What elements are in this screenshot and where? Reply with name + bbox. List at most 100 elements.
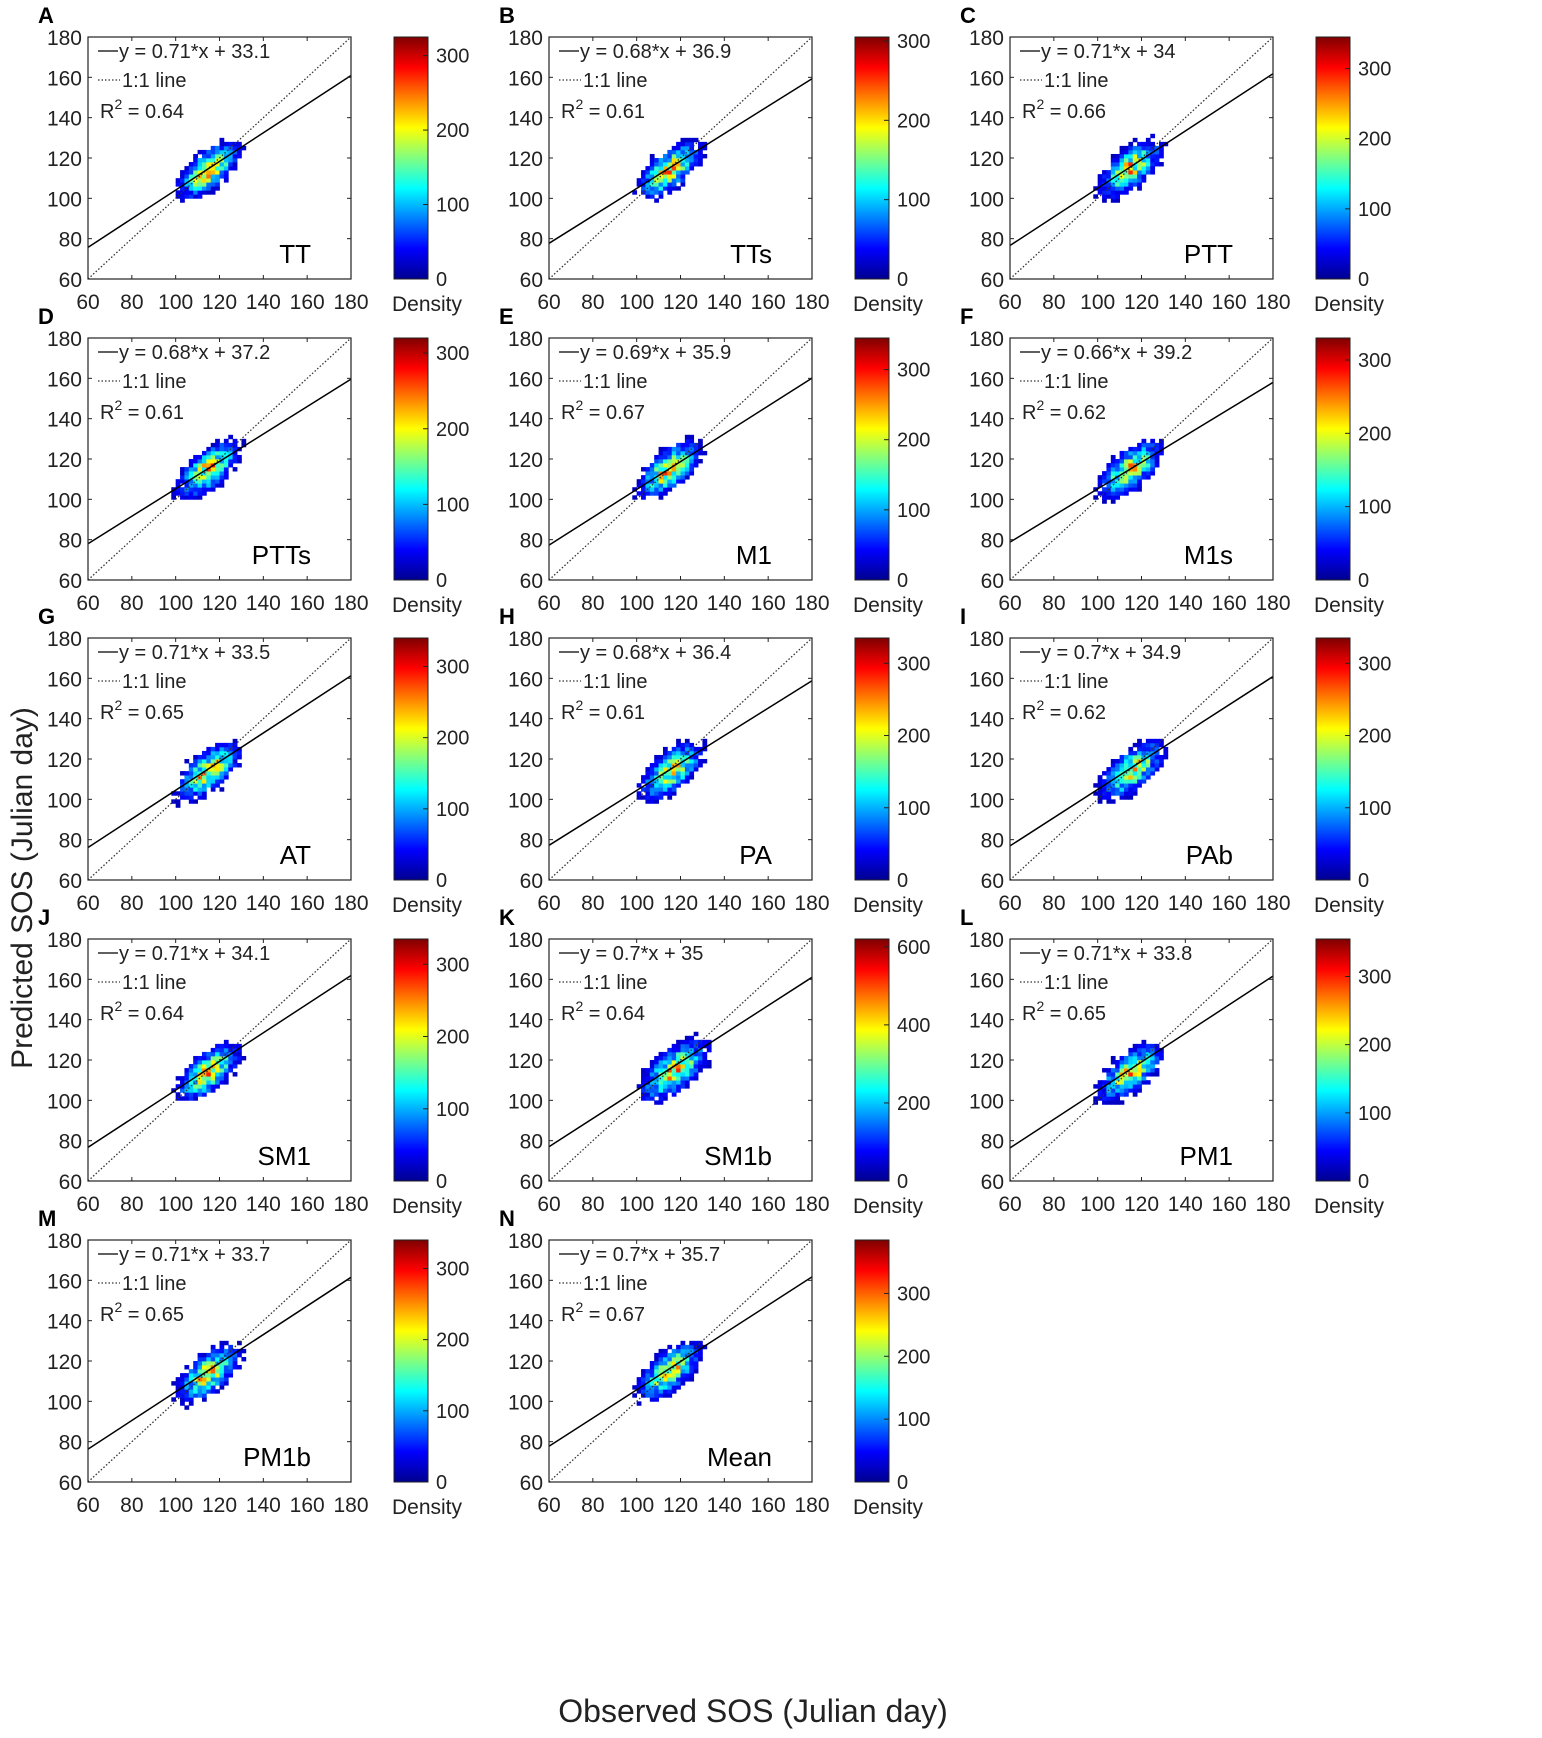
- density-cell: [197, 194, 203, 199]
- density-cell: [206, 158, 212, 163]
- x-tick-label: 80: [1042, 592, 1065, 615]
- density-cell: [197, 1356, 203, 1362]
- colorbar-gradient: [854, 938, 890, 1182]
- density-cell: [671, 771, 677, 776]
- r-squared-symbol: R: [561, 101, 575, 123]
- density-cell: [215, 1072, 220, 1077]
- density-cell: [215, 1084, 220, 1089]
- legend-one-to-one-text: 1:1 line: [122, 371, 187, 393]
- density-cell: [215, 153, 220, 159]
- density-cell: [219, 137, 225, 143]
- density-cell: [201, 767, 207, 772]
- density-cell: [237, 141, 242, 147]
- density-cell: [689, 1076, 695, 1081]
- density-cell: [684, 1344, 690, 1350]
- density-cell: [1128, 1084, 1134, 1089]
- density-cell: [662, 787, 668, 792]
- density-cell: [184, 795, 190, 800]
- density-cell: [201, 158, 207, 163]
- density-cell: [1119, 153, 1125, 159]
- density-cell: [693, 1060, 699, 1065]
- density-cell: [671, 750, 677, 756]
- density-cell: [671, 787, 677, 792]
- density-cell: [1141, 775, 1147, 780]
- density-cell: [1119, 491, 1125, 496]
- density-cell: [223, 459, 229, 464]
- density-cell: [693, 1369, 699, 1374]
- density-cell: [201, 479, 207, 484]
- x-tick-label: 60: [998, 892, 1021, 915]
- density-cell: [641, 1092, 646, 1097]
- colorbar-tick-label: 300: [897, 31, 930, 53]
- density-cell: [1115, 471, 1120, 476]
- density-cell: [219, 483, 225, 488]
- density-cell: [210, 158, 216, 163]
- x-tick-label: 160: [751, 592, 786, 615]
- density-cell: [171, 1397, 177, 1402]
- density-cell: [684, 1072, 690, 1077]
- density-cell: [223, 767, 229, 772]
- colorbar-gradient: [393, 36, 429, 280]
- density-cell: [693, 1068, 699, 1073]
- density-cell: [654, 1076, 659, 1081]
- density-cell: [1137, 463, 1142, 468]
- density-cell: [184, 1365, 190, 1370]
- colorbar-tick-label: 300: [436, 46, 469, 68]
- density-cell: [1115, 158, 1120, 163]
- density-cell: [206, 1361, 212, 1366]
- density-cell: [206, 454, 212, 460]
- density-cell: [206, 1076, 212, 1081]
- density-cell: [201, 182, 207, 187]
- density-cell: [1154, 1060, 1160, 1065]
- density-cell: [1115, 487, 1120, 492]
- y-tick-label: 120: [969, 148, 1004, 171]
- density-cell: [636, 1389, 642, 1394]
- density-cell: [175, 483, 181, 488]
- density-cell: [201, 475, 207, 480]
- x-tick-label: 60: [537, 291, 560, 314]
- density-cell: [671, 158, 677, 163]
- legend-fit-text: y = 0.68*x + 36.9: [580, 41, 731, 63]
- density-cell: [1145, 1064, 1151, 1069]
- density-cell: [641, 1381, 646, 1386]
- density-cell: [184, 491, 190, 496]
- density-cell: [698, 1352, 703, 1358]
- density-cell: [1154, 158, 1160, 163]
- density-cell: [193, 194, 198, 199]
- density-cell: [702, 742, 708, 748]
- density-cell: [201, 1051, 207, 1057]
- colorbar-tick-label: 300: [1358, 653, 1391, 675]
- density-cell: [1119, 759, 1125, 764]
- density-cell: [193, 483, 198, 488]
- colorbar-label: Density: [392, 1496, 463, 1519]
- density-cell: [1102, 194, 1107, 199]
- density-cell: [215, 442, 220, 448]
- fit-line: [88, 675, 351, 849]
- density-cell: [662, 1080, 668, 1085]
- density-cell: [1110, 799, 1116, 804]
- legend-fit-equation: 0.71*x + 33.5: [152, 642, 270, 664]
- density-cell: [1154, 162, 1160, 167]
- x-tick-label: 160: [1212, 1193, 1247, 1216]
- density-cell: [1132, 487, 1138, 492]
- density-cell: [193, 1096, 198, 1101]
- density-cell: [1110, 1096, 1116, 1101]
- legend-fit-equation: 0.7*x + 35: [613, 943, 704, 965]
- density-cell: [210, 754, 216, 760]
- density-cell: [206, 759, 212, 764]
- density-cell: [201, 1352, 207, 1358]
- density-cell: [1110, 1060, 1116, 1065]
- density-cell: [671, 767, 677, 772]
- density-cell: [654, 1361, 659, 1366]
- density-cell: [680, 1068, 686, 1073]
- colorbar-gradient: [1315, 337, 1351, 581]
- density-cell: [667, 1055, 673, 1061]
- density-cell: [1119, 783, 1125, 788]
- density-cell: [671, 754, 677, 760]
- x-tick-label: 120: [1124, 592, 1159, 615]
- density-cell: [1145, 463, 1151, 468]
- density-cell: [671, 1072, 677, 1077]
